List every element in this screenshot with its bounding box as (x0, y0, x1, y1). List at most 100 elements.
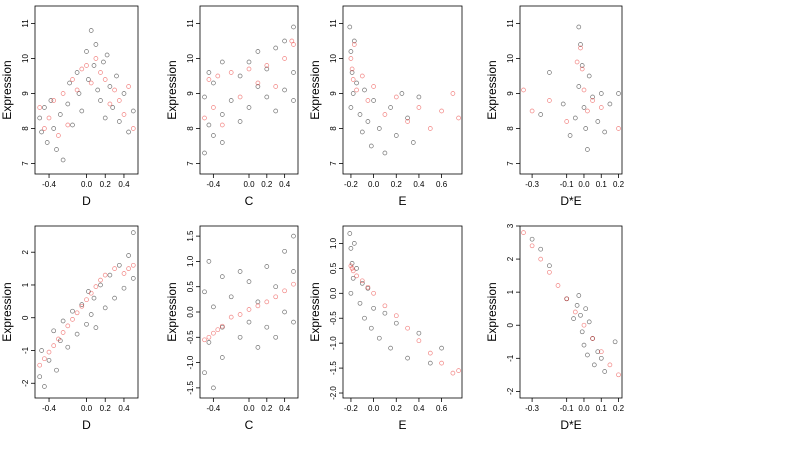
data-point (84, 321, 89, 327)
data-point (350, 275, 356, 281)
data-point (362, 315, 367, 321)
panel-6: -0.4 0.0 0.2 0.4 -1.5 -1.0 -0.5 0.0 0.5 1.0 1.5 C Ex… (165, 225, 299, 432)
data-point (116, 262, 122, 268)
data-point (357, 112, 363, 117)
data-point (538, 112, 544, 117)
data-point (246, 307, 252, 312)
data-point (547, 269, 552, 275)
x-axis-title: D*E (560, 418, 581, 432)
x-axis-title: D (82, 418, 91, 432)
x-tick-label: 0.2 (391, 180, 403, 189)
data-point (237, 334, 243, 340)
data-point (291, 24, 296, 30)
data-point (121, 112, 127, 117)
x-axis-title: E (398, 194, 406, 208)
data-point (246, 59, 252, 65)
data-point (547, 98, 552, 103)
series-red (521, 230, 621, 378)
data-point (354, 80, 359, 86)
y-tick-label: 11 (21, 19, 30, 28)
data-point (264, 324, 270, 330)
data-point (88, 290, 94, 296)
data-point (350, 77, 356, 82)
x-tick-label: -0.4 (42, 180, 56, 189)
data-point (65, 122, 71, 128)
x-tick-label: -0.3 (525, 404, 539, 413)
data-point (273, 284, 279, 290)
x-tick-label: 0.2 (613, 404, 625, 413)
data-point (206, 122, 212, 128)
data-point (578, 45, 583, 51)
data-point (42, 126, 47, 131)
data-point (102, 77, 108, 82)
data-point (126, 129, 131, 135)
data-point (79, 302, 85, 307)
data-point (126, 253, 131, 258)
y-tick-label: 11 (186, 19, 195, 28)
data-point (54, 147, 59, 152)
data-point (362, 87, 367, 93)
data-point (351, 241, 357, 246)
series-black (202, 24, 296, 156)
data-point (98, 277, 103, 283)
data-point (282, 288, 287, 294)
data-point (65, 101, 71, 107)
data-point (357, 300, 363, 306)
data-point (107, 84, 113, 89)
data-point (427, 360, 433, 366)
y-tick-label: -1 (506, 354, 515, 362)
data-point (51, 328, 57, 334)
data-point (291, 281, 296, 287)
data-point (359, 73, 365, 79)
x-tick-label: 0.6 (436, 404, 448, 413)
y-tick-label: 8 (329, 126, 338, 131)
data-point (578, 42, 583, 47)
data-point (349, 261, 355, 266)
x-tick-label: 0.2 (613, 180, 625, 189)
data-point (246, 319, 252, 325)
data-point (410, 140, 416, 145)
y-tick-label: 1 (21, 282, 30, 287)
data-point (576, 24, 582, 30)
series-red (37, 56, 136, 138)
y-axis-title: Expression (485, 282, 499, 341)
data-point (289, 38, 295, 44)
data-point (219, 355, 225, 360)
data-point (228, 294, 234, 300)
y-tick-label: 1 (506, 289, 515, 294)
data-point (371, 290, 376, 296)
data-point (547, 70, 552, 75)
data-point (202, 115, 207, 121)
data-point (350, 268, 356, 274)
data-point (607, 101, 613, 107)
data-point (255, 299, 261, 305)
data-point (579, 329, 585, 335)
data-point (591, 362, 597, 368)
data-point (348, 105, 354, 110)
data-point (219, 140, 225, 145)
data-point (616, 372, 621, 378)
series-black (347, 231, 444, 366)
data-point (567, 133, 573, 138)
data-point (215, 73, 221, 79)
data-point (595, 119, 601, 124)
data-point (44, 140, 50, 145)
data-point (84, 297, 89, 303)
panel-3: -0.2 0.0 0.2 0.4 0.6 7 8 9 10 11 E Expression (308, 5, 463, 208)
data-point (60, 318, 66, 324)
data-point (456, 368, 461, 373)
data-point (51, 126, 57, 131)
series-black (538, 24, 621, 152)
data-point (354, 87, 359, 93)
x-tick-label: 0.4 (279, 180, 291, 189)
x-tick-label: 0.4 (413, 404, 425, 413)
x-tick-label: 0.0 (81, 404, 93, 413)
data-point (586, 73, 592, 79)
data-point (121, 285, 127, 291)
data-point (529, 243, 535, 249)
data-point (126, 266, 131, 271)
data-point (79, 66, 85, 72)
data-point (46, 115, 52, 121)
series-red (348, 42, 461, 131)
data-point (416, 338, 422, 344)
